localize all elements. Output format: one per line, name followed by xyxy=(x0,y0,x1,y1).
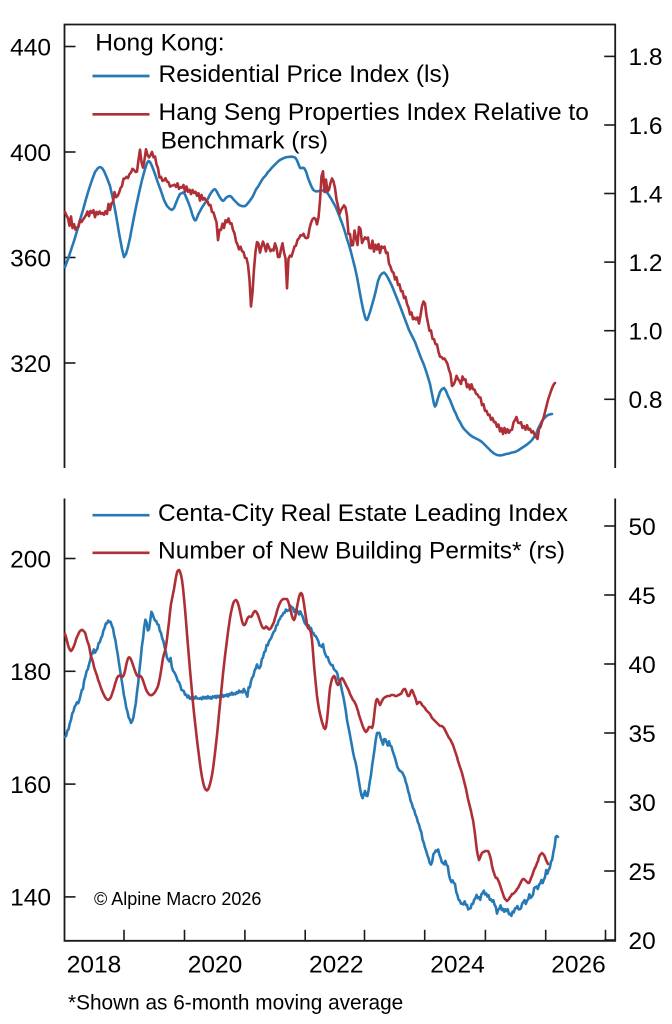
svg-text:1.2: 1.2 xyxy=(629,250,663,277)
svg-text:Centa-City Real Estate Leading: Centa-City Real Estate Leading Index xyxy=(158,500,568,527)
svg-text:1.0: 1.0 xyxy=(629,319,663,346)
svg-text:50: 50 xyxy=(629,514,656,541)
svg-text:200: 200 xyxy=(10,546,51,573)
svg-text:45: 45 xyxy=(629,583,656,610)
svg-text:20: 20 xyxy=(629,928,656,955)
svg-text:160: 160 xyxy=(10,772,51,799)
svg-text:30: 30 xyxy=(629,790,656,817)
svg-text:440: 440 xyxy=(10,34,51,61)
svg-text:35: 35 xyxy=(629,721,656,748)
svg-text:© Alpine Macro 2026: © Alpine Macro 2026 xyxy=(94,889,261,909)
svg-text:40: 40 xyxy=(629,652,656,679)
svg-text:1.6: 1.6 xyxy=(629,113,663,140)
svg-text:400: 400 xyxy=(10,140,51,167)
svg-text:*Shown as 6-month moving avera: *Shown as 6-month moving average xyxy=(68,992,403,1015)
svg-text:Hong Kong:: Hong Kong: xyxy=(95,29,224,56)
svg-text:Number of New Building Permits: Number of New Building Permits* (rs) xyxy=(158,538,565,565)
svg-text:2022: 2022 xyxy=(309,951,364,978)
svg-text:1.4: 1.4 xyxy=(629,181,663,208)
svg-text:1.8: 1.8 xyxy=(629,44,663,71)
svg-text:25: 25 xyxy=(629,859,656,886)
svg-text:140: 140 xyxy=(10,885,51,912)
svg-text:2018: 2018 xyxy=(67,951,122,978)
svg-text:Hang Seng Properties Index Rel: Hang Seng Properties Index Relative to xyxy=(159,99,589,126)
svg-text:2026: 2026 xyxy=(551,951,606,978)
svg-text:360: 360 xyxy=(10,245,51,272)
svg-text:Residential Price Index (ls): Residential Price Index (ls) xyxy=(159,61,450,88)
svg-text:Benchmark (rs): Benchmark (rs) xyxy=(161,127,328,154)
svg-text:0.8: 0.8 xyxy=(629,387,663,414)
svg-text:320: 320 xyxy=(10,351,51,378)
svg-text:2020: 2020 xyxy=(188,951,243,978)
svg-text:2024: 2024 xyxy=(430,951,485,978)
svg-text:180: 180 xyxy=(10,659,51,686)
